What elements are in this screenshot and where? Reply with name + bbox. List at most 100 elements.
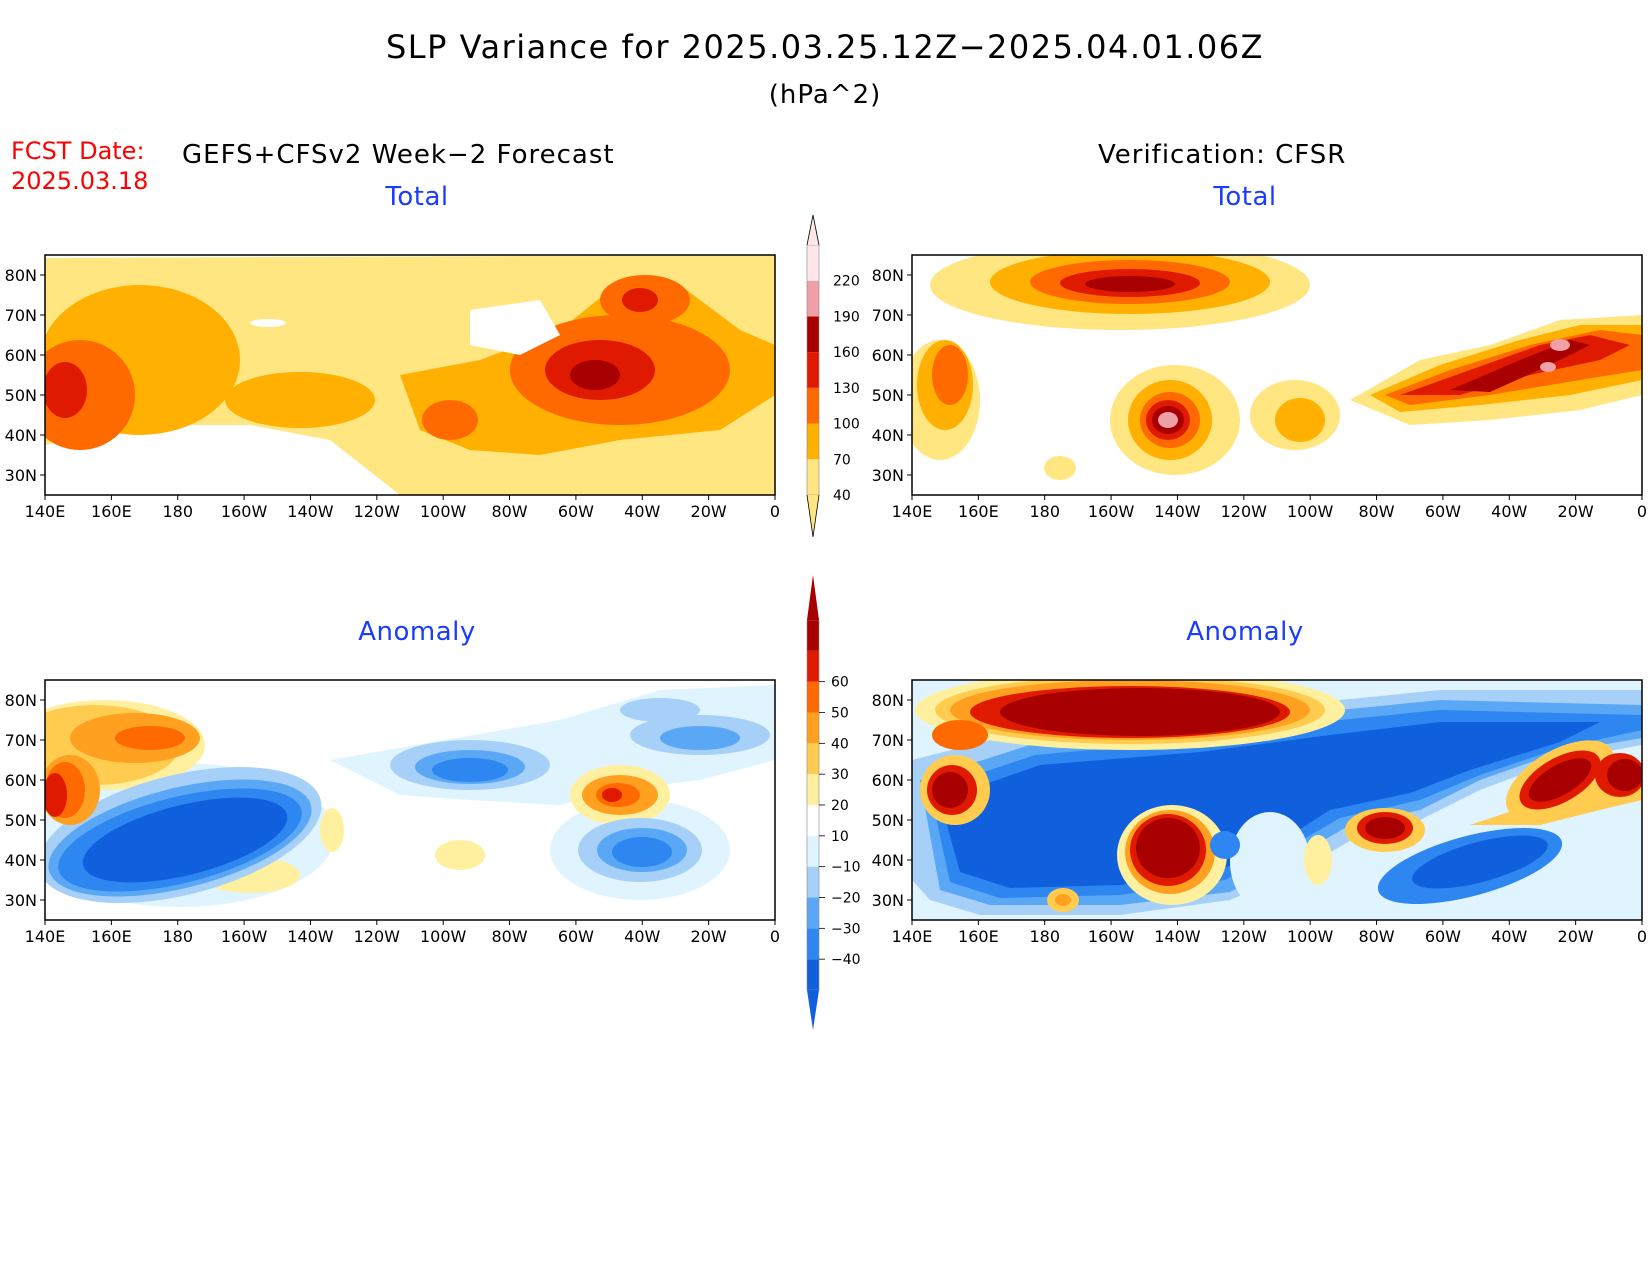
lon-tick-label: 180 bbox=[162, 502, 193, 521]
lon-tick-label: 180 bbox=[162, 927, 193, 946]
lon-tick-label: 160E bbox=[958, 502, 999, 521]
lon-tick-label: 120W bbox=[354, 927, 401, 946]
colorbar-anomaly-swatch bbox=[807, 897, 819, 929]
colorbar-total-label: 100 bbox=[833, 417, 860, 433]
lat-tick-label: 60N bbox=[872, 771, 904, 790]
map-overlay-verif-total: 30N 40N 50N 60N 70N 80N 140E 160E 180 160W 140W 120… bbox=[872, 254, 1647, 521]
map-frame-verif-anomaly bbox=[911, 679, 1643, 921]
colorbar-anomaly-label: 30 bbox=[831, 767, 849, 783]
lon-tick-label: 100W bbox=[420, 502, 467, 521]
contour-fill-verif-anomaly bbox=[912, 680, 1642, 920]
colorbar-anomaly-swatch bbox=[807, 805, 819, 836]
main-title: SLP Variance for 2025.03.25.12Z−2025.04.… bbox=[385, 28, 1265, 66]
colorbar-anomaly-label: −10 bbox=[831, 860, 861, 876]
lon-tick-label: 140W bbox=[1154, 502, 1201, 521]
lon-tick-label: 160E bbox=[91, 927, 132, 946]
lat-tick-label: 40N bbox=[5, 426, 37, 445]
lat-tick-label: 80N bbox=[5, 691, 37, 710]
lat-tick-label: 50N bbox=[872, 811, 904, 830]
lon-tick-label: 140W bbox=[287, 502, 334, 521]
lat-tick-label: 80N bbox=[872, 691, 904, 710]
colorbar-anomaly-label: −40 bbox=[831, 952, 861, 968]
colorbar-anomaly-swatch bbox=[807, 620, 819, 651]
lat-tick-label: 40N bbox=[872, 426, 904, 445]
colorbar-total-swatch bbox=[807, 459, 819, 495]
map-panel-fcst-total bbox=[45, 255, 775, 495]
lon-tick-label: 80W bbox=[491, 502, 527, 521]
lon-tick-label: 140E bbox=[25, 502, 66, 521]
fcst-date-label: FCST Date: bbox=[11, 137, 145, 165]
lon-tick-label: 160W bbox=[221, 502, 268, 521]
lat-tick-label: 30N bbox=[5, 891, 37, 910]
map-overlay-fcst-anomaly: 30N 40N 50N 60N 70N 80N 140E 160E 180 160W 140W 120… bbox=[5, 679, 780, 946]
lon-tick-label: 160W bbox=[1088, 927, 1135, 946]
lat-tick-label: 40N bbox=[5, 851, 37, 870]
lon-tick-label: 0 bbox=[1637, 502, 1647, 521]
panel-title-fcst-total: Total bbox=[385, 182, 449, 212]
colorbar-anomaly-swatch bbox=[807, 959, 819, 990]
lon-tick-label: 80W bbox=[1358, 502, 1394, 521]
lon-tick-label: 40W bbox=[624, 502, 660, 521]
colorbar-anomaly-swatch bbox=[807, 650, 819, 682]
map-frame-fcst-total bbox=[44, 254, 776, 496]
map-frame-fcst-anomaly bbox=[44, 679, 776, 921]
colorbar-anomaly-label: 60 bbox=[831, 675, 849, 691]
lon-tick-label: 180 bbox=[1029, 927, 1060, 946]
lon-tick-label: 160W bbox=[1088, 502, 1135, 521]
lon-tick-label: 140W bbox=[287, 927, 334, 946]
lon-tick-label: 40W bbox=[1491, 927, 1527, 946]
colorbar-total-swatch bbox=[807, 316, 819, 353]
colorbar-anomaly-swatch bbox=[807, 774, 819, 805]
contour-fill-verif-total bbox=[912, 255, 1642, 495]
lon-tick-label: 140W bbox=[1154, 927, 1201, 946]
colorbar-anomaly-swatch bbox=[807, 743, 819, 775]
lon-tick-label: 80W bbox=[491, 927, 527, 946]
colorbar-total-label: 190 bbox=[833, 309, 860, 325]
colorbar-total: 40 70 100 130 160 190 220 bbox=[806, 214, 860, 538]
lon-tick-label: 60W bbox=[558, 927, 594, 946]
colorbar-anomaly-label: 20 bbox=[831, 798, 849, 814]
colorbar-total-swatch bbox=[807, 423, 819, 460]
lat-tick-label: 70N bbox=[872, 731, 904, 750]
lat-tick-label: 60N bbox=[872, 346, 904, 365]
colorbar-anomaly-swatch bbox=[807, 712, 819, 744]
lon-tick-label: 20W bbox=[1558, 927, 1594, 946]
map-panel-fcst-anomaly bbox=[45, 680, 775, 920]
colorbar-anomaly-swatch bbox=[807, 866, 819, 898]
lon-tick-label: 60W bbox=[558, 502, 594, 521]
lon-tick-label: 100W bbox=[1287, 502, 1334, 521]
lon-tick-label: 120W bbox=[1221, 927, 1268, 946]
lon-tick-label: 20W bbox=[1558, 502, 1594, 521]
colorbar-total-label: 70 bbox=[833, 452, 851, 468]
lon-tick-label: 40W bbox=[1491, 502, 1527, 521]
colorbar-total-swatch bbox=[807, 387, 819, 424]
contour-fill-fcst-total bbox=[45, 255, 775, 495]
colorbar-total-swatch bbox=[807, 245, 819, 281]
colorbar-total-label: 220 bbox=[833, 274, 860, 290]
verification-header: Verification: CFSR bbox=[1098, 140, 1347, 170]
panel-title-fcst-anomaly: Anomaly bbox=[358, 617, 476, 647]
lon-tick-label: 0 bbox=[1637, 927, 1647, 946]
colorbar-total-label: 130 bbox=[833, 381, 860, 397]
lat-tick-label: 30N bbox=[872, 891, 904, 910]
colorbar-anomaly-label: −20 bbox=[831, 891, 861, 907]
lon-tick-label: 20W bbox=[691, 502, 727, 521]
lat-tick-label: 70N bbox=[5, 306, 37, 325]
colorbar-anomaly-swatch bbox=[807, 928, 819, 960]
lon-tick-label: 140E bbox=[25, 927, 66, 946]
lat-tick-label: 60N bbox=[5, 346, 37, 365]
colorbar-anomaly: −40 −30 −20 −10 10 20 30 40 50 60 bbox=[806, 575, 861, 1030]
colorbar-anomaly-label: 50 bbox=[831, 706, 849, 722]
lon-tick-label: 0 bbox=[770, 502, 780, 521]
lon-tick-label: 120W bbox=[1221, 502, 1268, 521]
fcst-date-value: 2025.03.18 bbox=[11, 167, 149, 195]
colorbar-anomaly-label: −30 bbox=[831, 921, 861, 937]
map-overlay-fcst-total: 30N 40N 50N 60N 70N 80N 140E 160E 180 160W 140W 120… bbox=[5, 254, 780, 521]
lat-tick-label: 80N bbox=[5, 266, 37, 285]
lon-tick-label: 60W bbox=[1425, 927, 1461, 946]
lon-tick-label: 60W bbox=[1425, 502, 1461, 521]
lon-tick-label: 140E bbox=[892, 927, 933, 946]
lat-tick-label: 50N bbox=[5, 386, 37, 405]
map-panel-verif-anomaly bbox=[912, 680, 1642, 920]
map-panel-verif-total bbox=[912, 255, 1642, 495]
